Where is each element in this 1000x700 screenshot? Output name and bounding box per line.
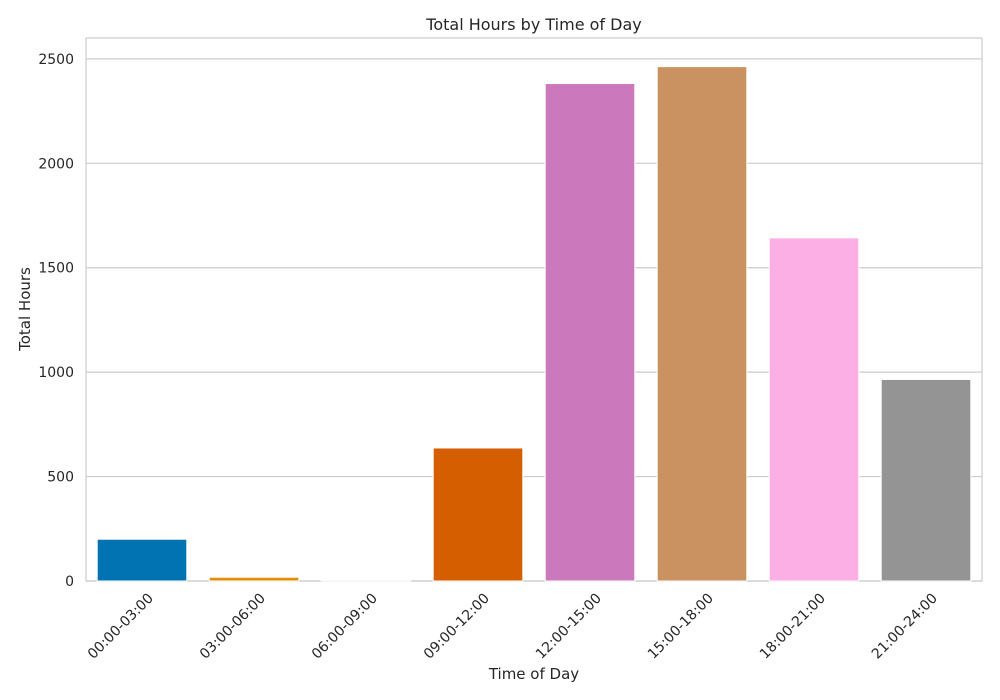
bar bbox=[432, 447, 524, 582]
y-tick-labels: 0 500 1000 1500 2000 2500 bbox=[38, 52, 74, 590]
x-tick-label: 00:00-03:00 bbox=[85, 591, 157, 663]
y-axis-label: Total Hours bbox=[16, 267, 34, 352]
x-tick-label: 15:00-18:00 bbox=[645, 591, 717, 663]
y-tick-label: 0 bbox=[65, 574, 74, 590]
bar bbox=[768, 237, 860, 582]
x-axis-label: Time of Day bbox=[488, 665, 579, 683]
y-tick-label: 500 bbox=[47, 470, 74, 486]
bar bbox=[320, 579, 412, 582]
bar bbox=[96, 538, 188, 582]
x-tick-labels: 00:00-03:00 03:00-06:00 06:00-09:00 09:00-1… bbox=[85, 591, 941, 663]
bar bbox=[656, 66, 748, 582]
bar bbox=[544, 83, 636, 582]
bars bbox=[96, 66, 972, 582]
x-tick-label: 06:00-09:00 bbox=[309, 591, 381, 663]
chart-title: Total Hours by Time of Day bbox=[425, 15, 641, 34]
y-tick-label: 2500 bbox=[38, 52, 74, 68]
x-tick-label: 18:00-21:00 bbox=[757, 591, 829, 663]
x-tick-label: 03:00-06:00 bbox=[197, 591, 269, 663]
y-tick-label: 1500 bbox=[38, 261, 74, 277]
y-tick-label: 1000 bbox=[38, 365, 74, 381]
bar bbox=[880, 378, 972, 582]
x-tick-label: 21:00-24:00 bbox=[869, 591, 941, 663]
x-tick-label: 12:00-15:00 bbox=[533, 591, 605, 663]
x-tick-label: 09:00-12:00 bbox=[421, 591, 493, 663]
bar bbox=[208, 576, 300, 582]
y-tick-label: 2000 bbox=[38, 156, 74, 172]
